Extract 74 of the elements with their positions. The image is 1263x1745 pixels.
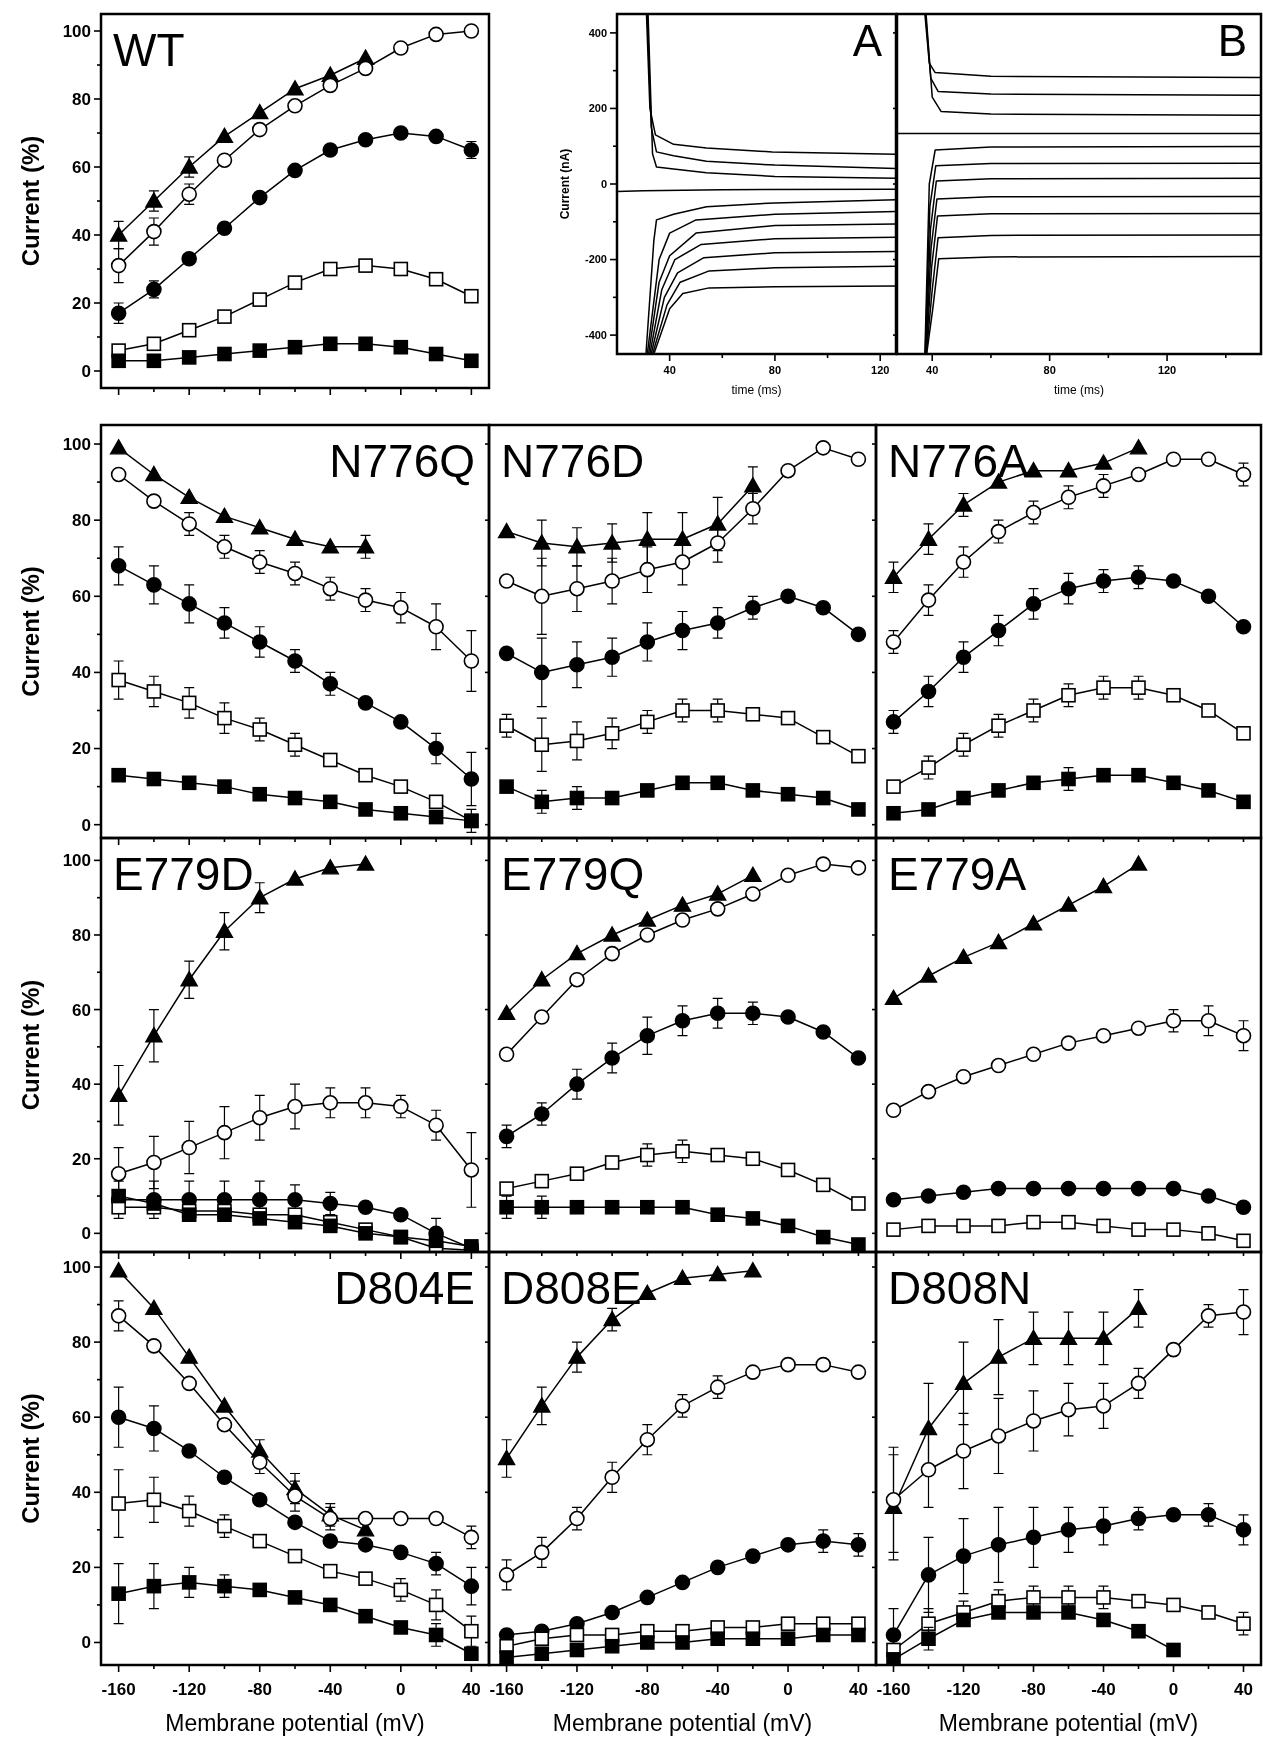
x-tick-label: -80 bbox=[247, 1680, 273, 1699]
x-tick-label: -40 bbox=[317, 1680, 343, 1699]
y-tick-label: 20 bbox=[72, 739, 91, 759]
y-axis-title: Current (%) bbox=[17, 566, 44, 697]
x-tick-label: -160 bbox=[489, 1680, 524, 1699]
y-tick-label: 80 bbox=[72, 925, 91, 945]
x-tick-label: 80 bbox=[768, 364, 782, 376]
y-tick-label: 60 bbox=[72, 1000, 91, 1020]
chart-title: N776D bbox=[501, 435, 645, 487]
y-tick-label: 60 bbox=[72, 1408, 91, 1428]
x-tick-label: 80 bbox=[1043, 364, 1056, 376]
y-tick-label: 40 bbox=[72, 225, 91, 245]
chart-title: E779A bbox=[888, 848, 1027, 900]
x-tick-label: -120 bbox=[946, 1680, 981, 1699]
y-tick-label: 20 bbox=[72, 1558, 91, 1578]
x-axis-title: time (ms) bbox=[1054, 383, 1104, 397]
x-tick-label: 120 bbox=[1157, 364, 1177, 376]
y-tick-label: 80 bbox=[72, 1333, 91, 1353]
x-tick-label: 40 bbox=[461, 1680, 481, 1699]
y-tick-label: 40 bbox=[72, 1483, 91, 1503]
y-tick-label: 20 bbox=[72, 293, 91, 313]
x-tick-label: 40 bbox=[848, 1680, 868, 1699]
y-tick-label: 40 bbox=[72, 1075, 91, 1095]
y-tick-label: -200 bbox=[584, 253, 607, 266]
y-tick-label: 100 bbox=[62, 434, 91, 454]
y-tick-label: 80 bbox=[72, 511, 91, 531]
chart-title: A bbox=[852, 16, 883, 65]
x-tick-label: -40 bbox=[1091, 1680, 1116, 1699]
y-tick-label: -400 bbox=[584, 328, 607, 341]
x-tick-label: -40 bbox=[705, 1680, 730, 1699]
y-tick-label: 0 bbox=[81, 1633, 91, 1653]
y-tick-label: 0 bbox=[81, 815, 91, 835]
x-tick-label: 40 bbox=[926, 364, 939, 376]
x-tick-label: -160 bbox=[876, 1680, 911, 1699]
x-axis-title: Membrane potential (mV) bbox=[552, 1710, 813, 1736]
x-tick-label: 0 bbox=[396, 1680, 406, 1699]
x-tick-label: 0 bbox=[1168, 1680, 1179, 1699]
chart-title: D808N bbox=[888, 1262, 1032, 1314]
x-tick-label: 0 bbox=[783, 1680, 793, 1699]
chart-title: E779D bbox=[113, 848, 254, 900]
y-tick-label: 100 bbox=[62, 21, 91, 41]
chart-title: N776A bbox=[888, 435, 1029, 487]
chart-title: N776Q bbox=[329, 435, 475, 487]
y-tick-label: 400 bbox=[588, 26, 607, 39]
y-tick-label: 20 bbox=[72, 1149, 91, 1169]
x-tick-label: -120 bbox=[172, 1680, 207, 1699]
y-axis-title: Current (%) bbox=[17, 1393, 44, 1524]
y-tick-label: 80 bbox=[72, 89, 91, 109]
x-axis-title: Membrane potential (mV) bbox=[165, 1710, 425, 1736]
x-tick-label: -80 bbox=[635, 1680, 660, 1699]
y-tick-label: 60 bbox=[72, 157, 91, 177]
chart-title: B bbox=[1217, 16, 1247, 65]
y-axis-title: Current (%) bbox=[17, 979, 44, 1111]
x-tick-label: 120 bbox=[871, 364, 890, 376]
x-tick-label: 40 bbox=[1234, 1680, 1253, 1699]
x-tick-label: -120 bbox=[559, 1680, 594, 1699]
y-tick-label: 100 bbox=[62, 851, 91, 871]
x-tick-label: -80 bbox=[1021, 1680, 1046, 1699]
y-axis-title: Current (%) bbox=[17, 135, 44, 267]
chart-title: D804E bbox=[334, 1262, 475, 1314]
x-axis-title: Membrane potential (mV) bbox=[938, 1710, 1199, 1736]
y-tick-label: 40 bbox=[72, 663, 91, 683]
y-tick-label: 0 bbox=[600, 177, 607, 190]
y-axis-title: Current (nA) bbox=[558, 148, 572, 220]
y-tick-label: 100 bbox=[62, 1257, 91, 1277]
y-tick-label: 0 bbox=[81, 1224, 91, 1244]
x-tick-label: -160 bbox=[101, 1680, 136, 1699]
x-tick-label: 40 bbox=[663, 364, 676, 376]
x-axis-title: time (ms) bbox=[731, 383, 782, 397]
y-tick-label: 60 bbox=[72, 587, 91, 607]
chart-title: D808E bbox=[501, 1262, 642, 1314]
chart-title: E779Q bbox=[501, 848, 645, 900]
y-tick-label: 200 bbox=[588, 102, 607, 115]
chart-title: WT bbox=[113, 24, 185, 76]
